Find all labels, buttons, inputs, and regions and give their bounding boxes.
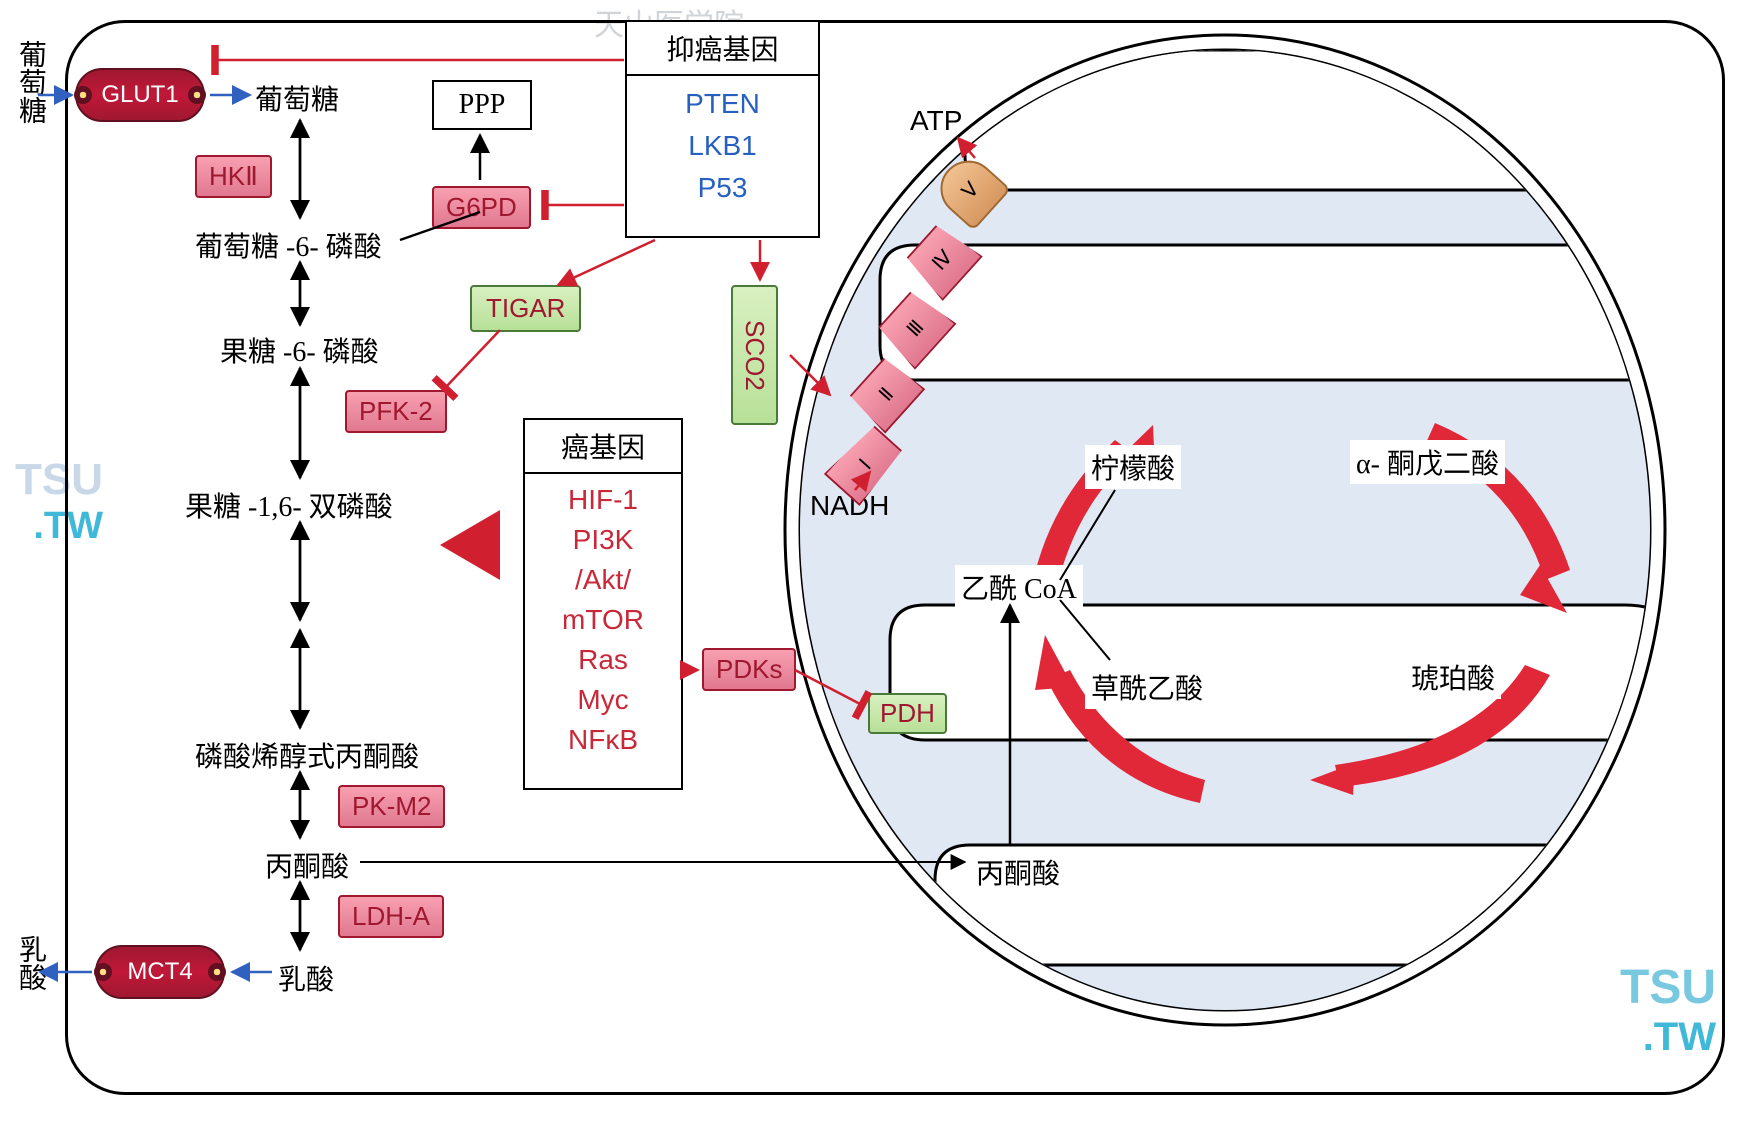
m-f6p: 果糖 -6- 磷酸 [220,330,379,370]
m-pyruvate: 丙酮酸 [265,845,349,885]
acoa-label: 乙酰 CoA [955,565,1083,609]
oncogene-item-1: PI3K [573,524,634,556]
oncogene-item-6: NFκB [568,724,638,756]
pkm2-enzyme: PK-M2 [338,785,445,828]
oaa-label: 草酰乙酸 [1085,665,1209,709]
m-lactate: 乳酸 [278,958,334,998]
suppressor-item-0: PTEN [685,88,760,120]
oncogene-title: 癌基因 [525,420,681,474]
glut1-transporter: GLUT1 [75,68,205,122]
ldha-enzyme: LDH-A [338,895,444,938]
succinate-label: 琥珀酸 [1405,655,1501,699]
oncogene-item-5: Myc [577,684,628,716]
pfk2-enzyme: PFK-2 [345,390,447,433]
label-lactate-ext: 乳酸 [10,935,50,991]
m-f16bp: 果糖 -1,6- 双磷酸 [185,485,393,525]
suppressor-title: 抑癌基因 [627,22,818,76]
tigar-box: TIGAR [470,285,581,332]
oncogene-item-3: mTOR [562,604,644,636]
sco2-box: SCO2 [731,285,778,425]
suppressor-item-1: LKB1 [688,130,757,162]
m-g6p: 葡萄糖 -6- 磷酸 [195,225,382,265]
mito-pyruvate: 丙酮酸 [970,850,1066,894]
pdks-enzyme: PDKs [702,648,796,691]
pdh-box: PDH [868,693,947,734]
g6pd-enzyme: G6PD [432,186,531,229]
suppressor-item-2: P53 [698,172,748,204]
oncogene-item-0: HIF-1 [568,484,638,516]
label-glucose-ext: 葡萄糖 [10,40,50,124]
mct4-transporter: MCT4 [95,945,225,999]
oncogene-item-4: Ras [578,644,628,676]
akg-label: α- 酮戊二酸 [1350,440,1505,484]
red-triangle-icon [440,510,500,580]
citrate-label: 柠檬酸 [1085,445,1181,489]
mitochondrion [775,25,1675,1030]
ppp-box: PPP [432,80,532,130]
oncogene-item-2: /Akt/ [575,564,631,596]
oncogene-box: 癌基因 HIF-1 PI3K /Akt/ mTOR Ras Myc NFκB [523,418,683,790]
suppressor-box: 抑癌基因 PTEN LKB1 P53 [625,20,820,238]
m-pep: 磷酸烯醇式丙酮酸 [195,735,419,775]
atp-label: ATP [910,105,962,137]
hk2-enzyme: HKⅡ [195,155,272,198]
m-glucose: 葡萄糖 [255,78,339,118]
